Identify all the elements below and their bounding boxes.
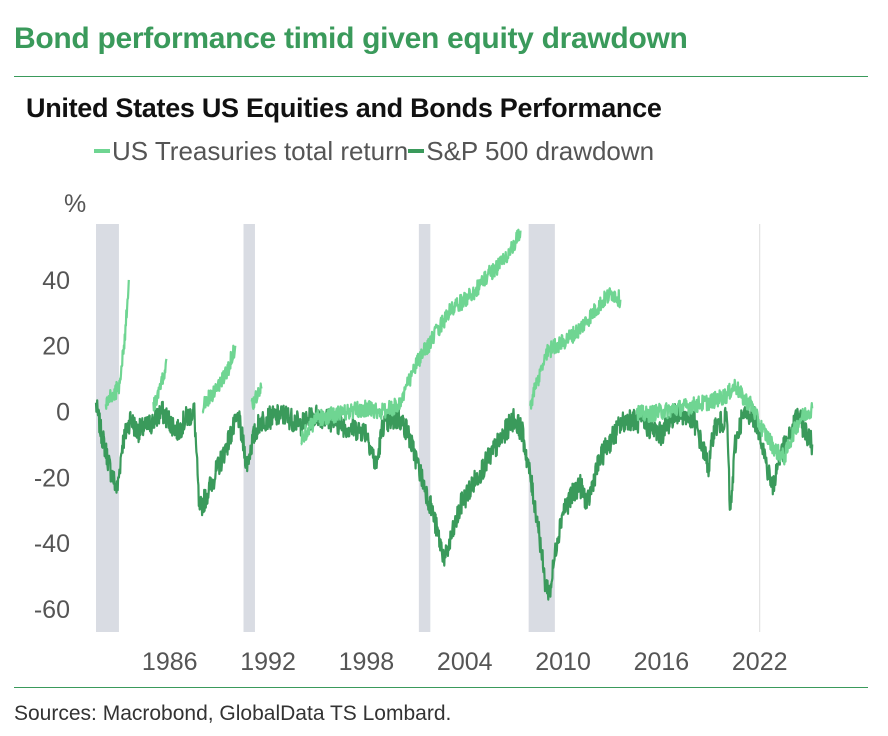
x-tick-label: 1992 xyxy=(240,648,296,676)
y-tick-label: 0 xyxy=(56,399,70,427)
x-tick-label: 2016 xyxy=(634,648,690,676)
x-tick-label: 1986 xyxy=(142,648,198,676)
y-axis-label: % xyxy=(64,190,86,218)
legend-label-treasuries: US Treasuries total return xyxy=(112,136,409,166)
x-tick-label: 2022 xyxy=(732,648,788,676)
recession-band-0 xyxy=(96,224,119,632)
y-tick-label: 20 xyxy=(42,333,70,361)
source-note: Sources: Macrobond, GlobalData TS Lombar… xyxy=(14,702,452,725)
y-tick-label: -40 xyxy=(34,530,70,558)
series-line-drawdown xyxy=(94,399,814,601)
legend-item-treasuries: US Treasuries total return xyxy=(94,136,408,167)
x-tick-label: 2010 xyxy=(535,648,591,676)
chart-title: United States US Equities and Bonds Perf… xyxy=(26,93,662,123)
recession-band-2 xyxy=(418,224,431,632)
y-tick-label: -60 xyxy=(34,596,70,624)
headline: Bond performance timid given equity draw… xyxy=(14,22,688,55)
legend-label-drawdown: S&P 500 drawdown xyxy=(426,136,655,166)
recession-band-1 xyxy=(243,224,255,632)
recession-band-3 xyxy=(528,224,555,632)
legend-swatch-treasuries xyxy=(94,149,110,154)
x-tick-label: 2004 xyxy=(437,648,493,676)
top-divider xyxy=(14,76,868,77)
legend: US Treasuries total return S&P 500 drawdo… xyxy=(94,136,654,167)
y-tick-label: 40 xyxy=(42,267,70,295)
y-tick-label: -20 xyxy=(34,464,70,492)
series-line-treasuries xyxy=(104,228,814,466)
legend-item-drawdown: S&P 500 drawdown xyxy=(408,136,654,167)
bottom-divider xyxy=(14,687,868,688)
x-tick-label: 1998 xyxy=(339,648,395,676)
legend-swatch-drawdown xyxy=(408,149,425,154)
chart: 40 20 0 -20 -40 -60% 1986 1992 1998 2004 2010 2016 2… xyxy=(34,190,814,676)
